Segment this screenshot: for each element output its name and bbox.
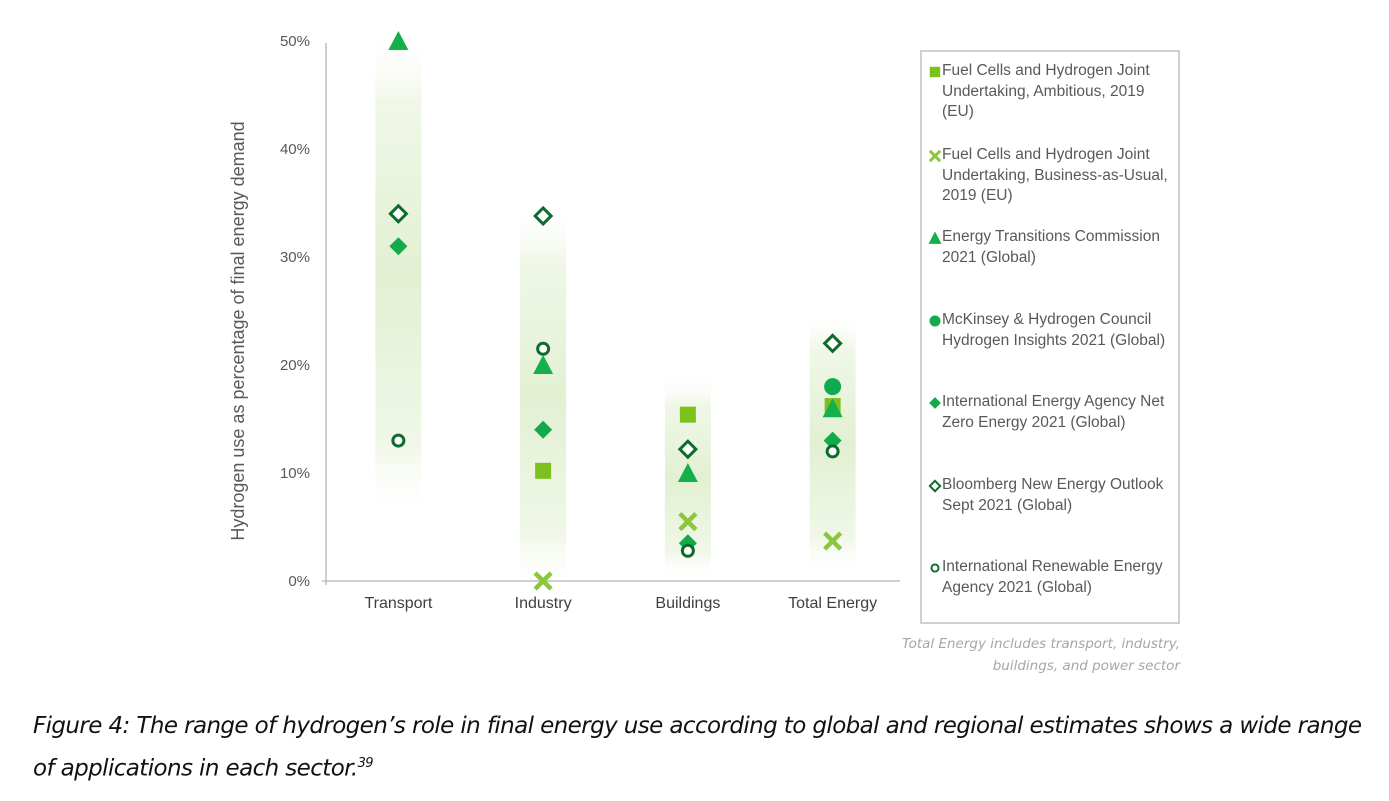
range-band [520, 201, 567, 594]
y-tick-labels: 0% 10% 20% 30% 40% 50% [280, 33, 310, 590]
legend-marker-x-icon [928, 149, 942, 163]
data-point-open-circle [680, 543, 695, 558]
legend-item: Bloomberg New Energy Outlook Sept 2021 (… [928, 475, 1178, 516]
data-point-open-diamond [822, 333, 843, 354]
data-point-circle [824, 378, 842, 396]
data-point-open-diamond [677, 439, 698, 460]
y-tick-label: 40% [280, 141, 310, 158]
axes [322, 43, 900, 585]
legend: Fuel Cells and Hydrogen Joint Undertakin… [920, 50, 1180, 624]
legend-item: International Energy Agency Net Zero Ene… [928, 392, 1178, 433]
legend-marker-triangle-icon [928, 231, 942, 244]
y-tick-label: 0% [288, 573, 310, 590]
y-tick-label: 10% [280, 465, 310, 482]
data-point-open-diamond [388, 203, 409, 224]
legend-label: Bloomberg New Energy Outlook Sept 2021 (… [942, 476, 1164, 514]
x-category-label: Transport [364, 595, 432, 612]
data-point-triangle [677, 463, 698, 482]
legend-item: Energy Transitions Commission 2021 (Glob… [928, 227, 1178, 268]
data-point-triangle [533, 355, 554, 374]
legend-label: Fuel Cells and Hydrogen Joint Undertakin… [942, 146, 1168, 204]
data-point-triangle [388, 31, 409, 50]
chart: 0% 10% 20% 30% 40% 50% Transport Industry Build… [228, 29, 900, 612]
x-category-label: Industry [515, 595, 572, 612]
legend-label: International Renewable Energy Agency 20… [942, 558, 1163, 596]
y-tick-label: 50% [280, 33, 310, 50]
x-category-label: Total Energy [788, 595, 877, 612]
legend-item: Fuel Cells and Hydrogen Joint Undertakin… [928, 145, 1178, 207]
data-point-diamond [389, 237, 408, 256]
legend-marker-circle-icon [929, 315, 941, 327]
data-point-triangle [822, 398, 843, 418]
data-point-diamond [534, 420, 553, 439]
data-point-x [823, 531, 843, 551]
data-points [388, 31, 843, 591]
legend-marker-square-icon [929, 66, 941, 78]
caption-text: Figure 4: The range of hydrogen’s role i… [33, 713, 1362, 782]
chart-note: Total Energy includes transport, industr… [902, 636, 1180, 674]
legend-item: McKinsey & Hydrogen Council Hydrogen Ins… [928, 310, 1178, 351]
legend-item: International Renewable Energy Agency 20… [928, 557, 1178, 598]
legend-label: Fuel Cells and Hydrogen Joint Undertakin… [942, 62, 1150, 120]
data-point-open-circle [391, 433, 406, 448]
data-point-diamond [823, 431, 842, 450]
data-point-open-circle [825, 444, 840, 459]
y-tick-label: 20% [280, 357, 310, 374]
legend-marker-open-circle-icon [930, 563, 940, 573]
y-tick-label: 30% [280, 249, 310, 266]
caption-footnote: 39 [357, 756, 374, 771]
data-point-open-diamond [533, 205, 554, 227]
range-bands [375, 29, 856, 594]
legend-label: Energy Transitions Commission 2021 (Glob… [942, 228, 1160, 266]
data-point-x [533, 571, 553, 591]
legend-item: Fuel Cells and Hydrogen Joint Undertakin… [928, 61, 1178, 123]
x-category-label: Buildings [655, 595, 720, 612]
legend-marker-open-diamond-icon [928, 479, 942, 493]
legend-marker-diamond-icon [929, 397, 941, 409]
data-point-square [535, 462, 552, 479]
figure-caption: Figure 4: The range of hydrogen’s role i… [33, 708, 1373, 788]
legend-label: McKinsey & Hydrogen Council Hydrogen Ins… [942, 311, 1166, 349]
x-category-labels: Transport Industry Buildings Total Energy [364, 595, 877, 612]
y-axis-label: Hydrogen use as percentage of final ener… [228, 121, 248, 540]
data-point-square [679, 406, 696, 423]
data-point-x [678, 512, 698, 532]
legend-label: International Energy Agency Net Zero Ene… [942, 393, 1165, 431]
data-point-open-circle [536, 341, 551, 356]
